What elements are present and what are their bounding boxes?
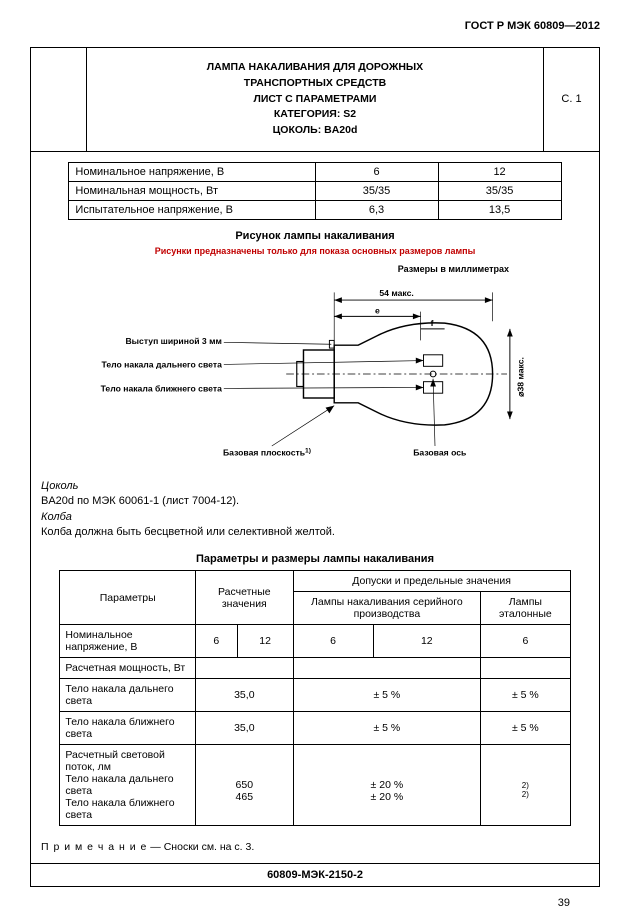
- cell-value: 12: [237, 625, 293, 658]
- dim-dia: ⌀38 макс.: [515, 357, 525, 397]
- th-serial: Лампы накалива­ния серийного производств…: [293, 592, 481, 625]
- title-line3: ЛИСТ С ПАРАМЕТРАМИ: [254, 93, 377, 105]
- table-row: Номинальное напряжение, В 6 12: [69, 162, 561, 181]
- cell-label: Номинальное напряжение, В: [60, 625, 196, 658]
- title-line4: КАТЕГОРИЯ: S2: [274, 108, 356, 120]
- table-row: Расчетный световой поток, лм Тело накала…: [60, 745, 570, 826]
- cell-value: [196, 658, 294, 679]
- table-header-row: Параметры Расчетные значения Допуски и п…: [60, 571, 570, 592]
- cell-value: ± 20 % ± 20 %: [293, 745, 481, 826]
- cap-text: BA20d по МЭК 60061-1 (лист 7004-12).: [41, 494, 589, 509]
- cell-line: 2): [522, 781, 529, 790]
- th-limits: Допуски и предельные значения: [293, 571, 570, 592]
- cell-value: 35,0: [196, 679, 294, 712]
- cell-line: Тело накала дальнего света: [65, 773, 173, 797]
- dim-note: Размеры в миллиметрах: [41, 264, 509, 274]
- title-line5: ЦОКОЛЬ: BA20d: [273, 124, 358, 136]
- dim-54: 54 макс.: [379, 288, 413, 298]
- cell-line: Тело накала ближнего света: [65, 797, 174, 821]
- title-leftcell: [31, 48, 87, 151]
- content-frame: ЛАМПА НАКАЛИВАНИЯ ДЛЯ ДОРОЖНЫХ ТРАНСПОРТ…: [30, 47, 600, 887]
- cell-value: 650 465: [196, 745, 294, 826]
- title-pageref: С. 1: [544, 48, 599, 151]
- cell-value: ± 5 %: [481, 679, 570, 712]
- th-etalon: Лампы эталонные: [481, 592, 570, 625]
- cell-line: 2): [522, 790, 529, 799]
- cell-label: Тело накала ближнего света: [60, 712, 196, 745]
- cell-value: 6: [196, 625, 238, 658]
- lamp-diagram: 54 макс. e f: [51, 279, 579, 469]
- table-row: Испытательное напряжение, В 6,3 13,5: [69, 200, 561, 219]
- cell-value: ± 5 %: [293, 679, 481, 712]
- label-protrusion: Выступ шириной 3 мм: [125, 336, 221, 346]
- cell-value: 35/35: [315, 181, 438, 200]
- notes-block: Цоколь BA20d по МЭК 60061-1 (лист 7004-1…: [31, 474, 599, 546]
- cell-label: Номинальная мощность, Вт: [69, 181, 315, 200]
- cell-label: Расчетная мощность, Вт: [60, 658, 196, 679]
- label-far-filament: Тело накала дальнего света: [102, 359, 223, 369]
- cell-value: 12: [438, 162, 561, 181]
- bulb-text: Колба должна быть бесцветной или селекти…: [41, 525, 589, 540]
- cap-label: Цоколь: [41, 479, 589, 494]
- label-base-plane: Базовая плоскость1): [223, 447, 311, 457]
- cell-value: 2) 2): [481, 745, 570, 826]
- table-row: Номинальное напряжение, В 6 12 6 12 6: [60, 625, 570, 658]
- bottom-code: 60809-МЭК-2150-2: [31, 863, 599, 886]
- title-block: ЛАМПА НАКАЛИВАНИЯ ДЛЯ ДОРОЖНЫХ ТРАНСПОРТ…: [31, 48, 599, 152]
- cell-value: [293, 658, 481, 679]
- cell-label: Расчетный световой поток, лм Тело накала…: [60, 745, 196, 826]
- params-title: Параметры и размеры лампы накаливания: [31, 553, 599, 565]
- cell-value: ± 5 %: [293, 712, 481, 745]
- th-params: Параметры: [60, 571, 196, 625]
- cell-value: ± 5 %: [481, 712, 570, 745]
- cell-value: 6: [315, 162, 438, 181]
- cell-label: Испытательное напряжение, В: [69, 200, 315, 219]
- figure-red-note: Рисунки предназначены только для показа …: [41, 246, 589, 256]
- document-header: ГОСТ Р МЭК 60809—2012: [30, 20, 600, 32]
- table-row: Расчетная мощность, Вт: [60, 658, 570, 679]
- footnote-text: — Сноски см. на с. 3.: [147, 841, 254, 853]
- label-base-axis: Базовая ось: [413, 447, 466, 457]
- title-line2: ТРАНСПОРТНЫХ СРЕДСТВ: [244, 77, 386, 89]
- cell-value: 35/35: [438, 181, 561, 200]
- cell-value: [481, 658, 570, 679]
- cell-label: Тело накала дальнего света: [60, 679, 196, 712]
- ratings-table: Номинальное напряжение, В 6 12 Номинальн…: [68, 162, 561, 220]
- label-near-filament: Тело накала ближнего света: [101, 383, 223, 393]
- cell-line: ± 20 %: [371, 791, 404, 803]
- cell-label: Номинальное напряжение, В: [69, 162, 315, 181]
- table-row: Тело накала дальнего света 35,0 ± 5 % ± …: [60, 679, 570, 712]
- page-number: 39: [30, 897, 570, 909]
- footnote: П р и м е ч а н и е — Сноски см. на с. 3…: [31, 836, 599, 863]
- cell-value: 12: [373, 625, 481, 658]
- params-table: Параметры Расчетные значения Допуски и п…: [59, 570, 570, 826]
- cell-value: 35,0: [196, 712, 294, 745]
- cell-line: ± 20 %: [371, 779, 404, 791]
- cell-value: 6: [293, 625, 373, 658]
- cell-line: 650: [236, 779, 254, 791]
- figure-title: Рисунок лампы накаливания: [41, 230, 589, 242]
- cell-line: 465: [236, 791, 254, 803]
- dim-e: e: [375, 305, 380, 315]
- title-text: ЛАМПА НАКАЛИВАНИЯ ДЛЯ ДОРОЖНЫХ ТРАНСПОРТ…: [87, 48, 544, 151]
- cell-value: 6: [481, 625, 570, 658]
- th-calc: Расчетные значения: [196, 571, 294, 625]
- cell-value: 6,3: [315, 200, 438, 219]
- footnote-label: П р и м е ч а н и е: [41, 841, 147, 853]
- cell-value: 13,5: [438, 200, 561, 219]
- bulb-label: Колба: [41, 510, 589, 525]
- title-line1: ЛАМПА НАКАЛИВАНИЯ ДЛЯ ДОРОЖНЫХ: [207, 61, 423, 73]
- cell-line: Расчетный световой поток, лм: [65, 749, 164, 773]
- table-row: Тело накала ближнего света 35,0 ± 5 % ± …: [60, 712, 570, 745]
- table-row: Номинальная мощность, Вт 35/35 35/35: [69, 181, 561, 200]
